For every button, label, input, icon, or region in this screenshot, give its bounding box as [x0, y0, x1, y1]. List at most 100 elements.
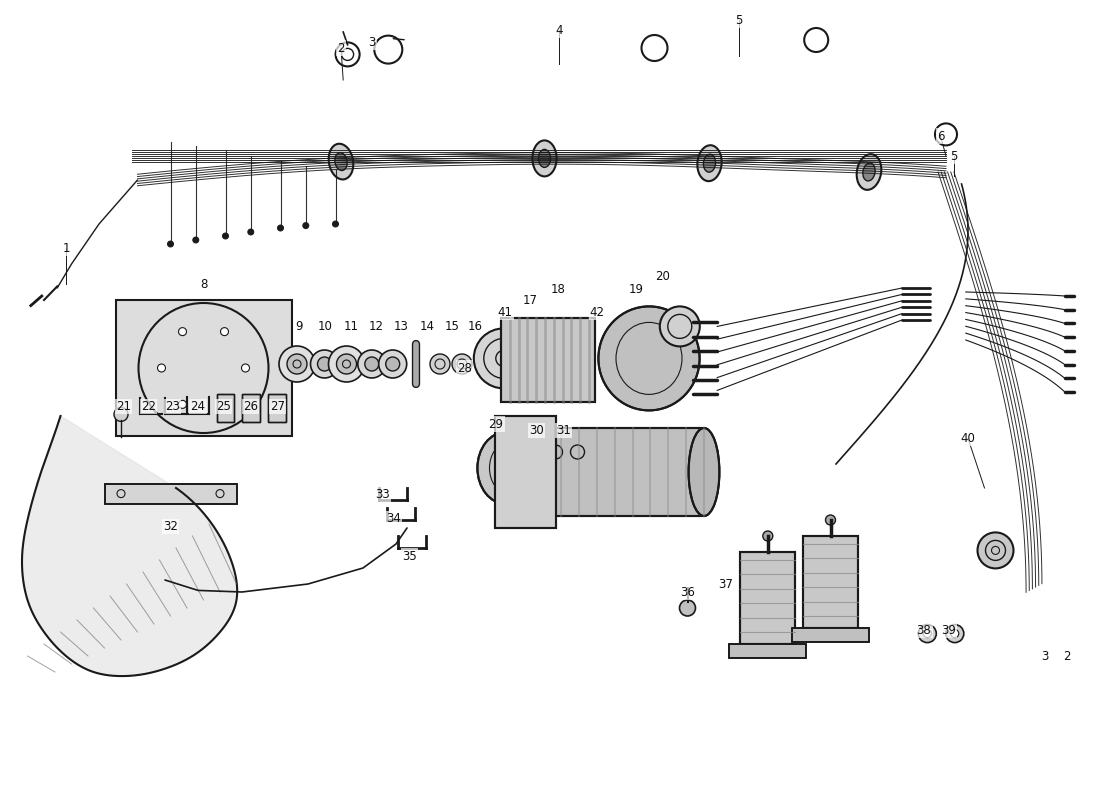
Ellipse shape — [539, 150, 550, 167]
Polygon shape — [22, 416, 238, 676]
Bar — [217, 394, 234, 422]
Text: 5: 5 — [950, 150, 957, 162]
Circle shape — [946, 625, 964, 642]
Bar — [242, 394, 260, 422]
Circle shape — [549, 445, 562, 459]
Circle shape — [571, 445, 584, 459]
Circle shape — [378, 350, 407, 378]
Circle shape — [192, 237, 199, 243]
Circle shape — [950, 630, 959, 638]
Text: 13: 13 — [394, 320, 409, 333]
Bar — [502, 318, 594, 402]
Circle shape — [242, 364, 250, 372]
Ellipse shape — [857, 154, 881, 190]
Circle shape — [157, 364, 165, 372]
Bar — [495, 416, 556, 528]
Text: 11: 11 — [343, 320, 359, 333]
Bar — [242, 394, 260, 422]
Bar — [792, 628, 869, 642]
Circle shape — [386, 357, 399, 371]
Circle shape — [302, 222, 309, 229]
Text: 35: 35 — [402, 550, 417, 562]
Bar — [104, 484, 236, 504]
Text: 8: 8 — [200, 278, 207, 290]
Text: 3: 3 — [1042, 650, 1048, 662]
Circle shape — [220, 328, 229, 336]
Circle shape — [660, 306, 700, 346]
Circle shape — [365, 357, 378, 371]
Ellipse shape — [532, 141, 557, 176]
Circle shape — [277, 225, 284, 231]
Text: 36: 36 — [680, 586, 695, 598]
Text: 39: 39 — [940, 624, 956, 637]
Bar — [268, 394, 286, 422]
Ellipse shape — [334, 153, 348, 170]
Bar — [729, 644, 806, 658]
Text: 40: 40 — [960, 432, 976, 445]
Bar — [217, 394, 234, 422]
Text: 18: 18 — [550, 283, 565, 296]
Text: 32: 32 — [163, 520, 178, 533]
Circle shape — [825, 515, 836, 525]
Bar — [792, 628, 869, 642]
Bar — [104, 484, 236, 504]
Text: 23: 23 — [165, 400, 180, 413]
Text: 2: 2 — [1064, 650, 1070, 662]
Circle shape — [168, 333, 239, 403]
Circle shape — [248, 229, 254, 235]
Text: 33: 33 — [375, 488, 390, 501]
Circle shape — [358, 350, 386, 378]
Text: 28: 28 — [456, 362, 472, 374]
Text: 42: 42 — [590, 306, 605, 318]
Text: 22: 22 — [141, 400, 156, 413]
Text: 16: 16 — [468, 320, 483, 333]
Text: 41: 41 — [497, 306, 513, 318]
Text: 34: 34 — [386, 512, 402, 525]
Text: 1: 1 — [63, 242, 69, 254]
Text: 12: 12 — [368, 320, 384, 333]
Text: 29: 29 — [488, 418, 504, 430]
Bar — [740, 552, 795, 644]
Text: 15: 15 — [444, 320, 460, 333]
Circle shape — [279, 346, 315, 382]
Text: 17: 17 — [522, 294, 538, 306]
Circle shape — [762, 531, 773, 541]
Bar — [495, 416, 556, 528]
Circle shape — [139, 303, 268, 433]
Bar — [116, 300, 292, 436]
Text: 25: 25 — [216, 400, 231, 413]
Ellipse shape — [703, 154, 716, 172]
Bar — [803, 536, 858, 628]
Circle shape — [220, 400, 229, 408]
Ellipse shape — [598, 306, 700, 410]
Text: 9: 9 — [296, 320, 303, 333]
Circle shape — [430, 354, 450, 374]
Circle shape — [452, 354, 472, 374]
Bar — [740, 552, 795, 644]
Bar — [550, 428, 704, 516]
Text: 30: 30 — [529, 424, 544, 437]
Circle shape — [167, 241, 174, 247]
Bar — [550, 428, 704, 516]
Circle shape — [114, 407, 128, 422]
Circle shape — [329, 346, 364, 382]
Text: 4: 4 — [556, 24, 562, 37]
Circle shape — [178, 328, 187, 336]
Text: 31: 31 — [556, 424, 571, 437]
Text: 37: 37 — [718, 578, 734, 590]
Circle shape — [337, 354, 356, 374]
Ellipse shape — [697, 146, 722, 181]
Text: 21: 21 — [116, 400, 131, 413]
Text: 2: 2 — [338, 42, 344, 54]
Text: 24: 24 — [190, 400, 206, 413]
Text: 20: 20 — [654, 270, 670, 282]
Circle shape — [978, 533, 1013, 568]
Bar — [803, 536, 858, 628]
Circle shape — [178, 400, 187, 408]
Text: 14: 14 — [419, 320, 435, 333]
Circle shape — [332, 221, 339, 227]
Circle shape — [474, 328, 534, 389]
Text: 27: 27 — [270, 400, 285, 413]
Text: 6: 6 — [937, 130, 944, 142]
Circle shape — [923, 630, 932, 638]
